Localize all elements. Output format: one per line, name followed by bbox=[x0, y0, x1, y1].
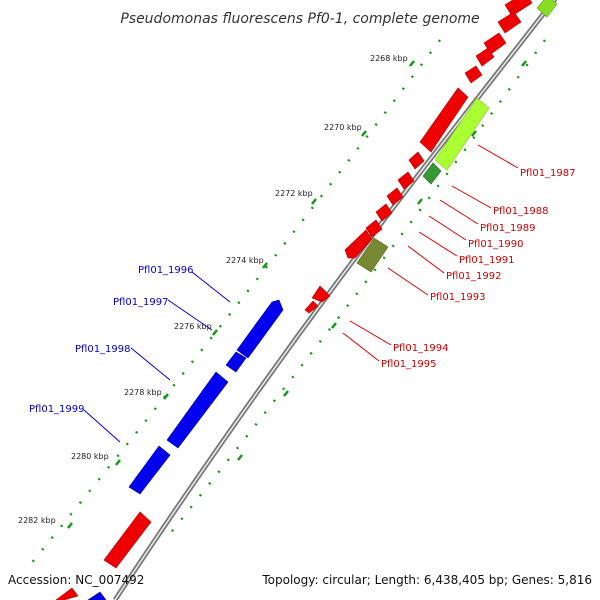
gene-block bbox=[397, 171, 415, 190]
inner-tick-ring bbox=[164, 39, 546, 541]
ring-guides bbox=[29, 39, 546, 566]
gene-label-pfl01-1994: Pfl01_1994 bbox=[393, 343, 449, 354]
gene-block bbox=[386, 187, 404, 206]
gene-pfl01-1993 bbox=[356, 237, 389, 273]
gene-pfl01-1994 bbox=[311, 285, 331, 303]
gene-label-pfl01-1991: Pfl01_1991 bbox=[459, 255, 515, 266]
green-features bbox=[356, 0, 558, 273]
gene-pfl01-1997 bbox=[225, 351, 247, 373]
gene-pfl01-1995 bbox=[304, 300, 319, 314]
gene-pfl01-1998 bbox=[166, 371, 229, 449]
gene-label-pfl01-1995: Pfl01_1995 bbox=[381, 359, 437, 370]
scale-label-2272: 2272 kbp bbox=[275, 189, 313, 198]
map-title: Pseudomonas fluorescens Pf0-1, complete … bbox=[120, 11, 479, 27]
scale-label-2276: 2276 kbp bbox=[174, 322, 212, 331]
scale-label-2268: 2268 kbp bbox=[370, 54, 408, 63]
gene-label-pfl01-1992: Pfl01_1992 bbox=[446, 271, 502, 282]
forward-gene-labels: Pfl01_1987 Pfl01_1988 Pfl01_1989 Pfl01_1… bbox=[381, 168, 576, 370]
gene-block bbox=[365, 219, 383, 238]
scale-labels: 2268 kbp 2270 kbp 2272 kbp 2274 kbp 2276… bbox=[18, 54, 408, 525]
gene-label-pfl01-1998: Pfl01_1998 bbox=[75, 344, 131, 355]
forward-strand-features bbox=[55, 0, 533, 600]
gene-pfl01-1996 bbox=[236, 299, 284, 359]
scale-label-2270: 2270 kbp bbox=[324, 123, 362, 132]
gene-block bbox=[344, 229, 373, 259]
gene-block bbox=[419, 87, 469, 153]
gene-pfl01-1999 bbox=[128, 445, 171, 495]
gene-label-pfl01-1987: Pfl01_1987 bbox=[520, 168, 576, 179]
scale-label-2274: 2274 kbp bbox=[226, 256, 264, 265]
scale-label-2282: 2282 kbp bbox=[18, 516, 56, 525]
topology-text: Topology: circular; Length: 6,438,405 bp… bbox=[262, 573, 592, 587]
scale-label-2278: 2278 kbp bbox=[124, 388, 162, 397]
gene-label-pfl01-1990: Pfl01_1990 bbox=[468, 239, 524, 250]
scale-label-2280: 2280 kbp bbox=[71, 452, 109, 461]
reverse-label-leaders bbox=[83, 271, 231, 443]
outer-tick-ring bbox=[29, 39, 441, 566]
gene-block bbox=[103, 511, 152, 569]
gene-label-pfl01-1996: Pfl01_1996 bbox=[138, 265, 194, 276]
gene-label-pfl01-1997: Pfl01_1997 bbox=[113, 297, 169, 308]
accession-text: Accession: NC_007492 bbox=[8, 573, 145, 587]
gene-label-pfl01-1989: Pfl01_1989 bbox=[480, 223, 536, 234]
gene-label-pfl01-1993: Pfl01_1993 bbox=[430, 292, 486, 303]
gene-block bbox=[475, 47, 495, 67]
genome-backbone bbox=[112, 0, 558, 600]
gene-block bbox=[504, 0, 533, 17]
gene-block bbox=[497, 11, 522, 34]
gene-block bbox=[464, 65, 483, 84]
gene-block bbox=[375, 203, 393, 222]
reverse-strand-features bbox=[87, 299, 284, 600]
gene-label-pfl01-1999: Pfl01_1999 bbox=[29, 404, 85, 415]
gene-block bbox=[408, 151, 425, 170]
gene-block bbox=[87, 591, 107, 600]
gene-pfl01-1987 bbox=[434, 97, 490, 171]
gene-block bbox=[55, 587, 79, 600]
gene-label-pfl01-1988: Pfl01_1988 bbox=[493, 206, 549, 217]
forward-label-leaders bbox=[342, 144, 519, 362]
scale-tick-marks bbox=[67, 60, 527, 529]
reverse-gene-labels: Pfl01_1996 Pfl01_1997 Pfl01_1998 Pfl01_1… bbox=[29, 265, 194, 415]
